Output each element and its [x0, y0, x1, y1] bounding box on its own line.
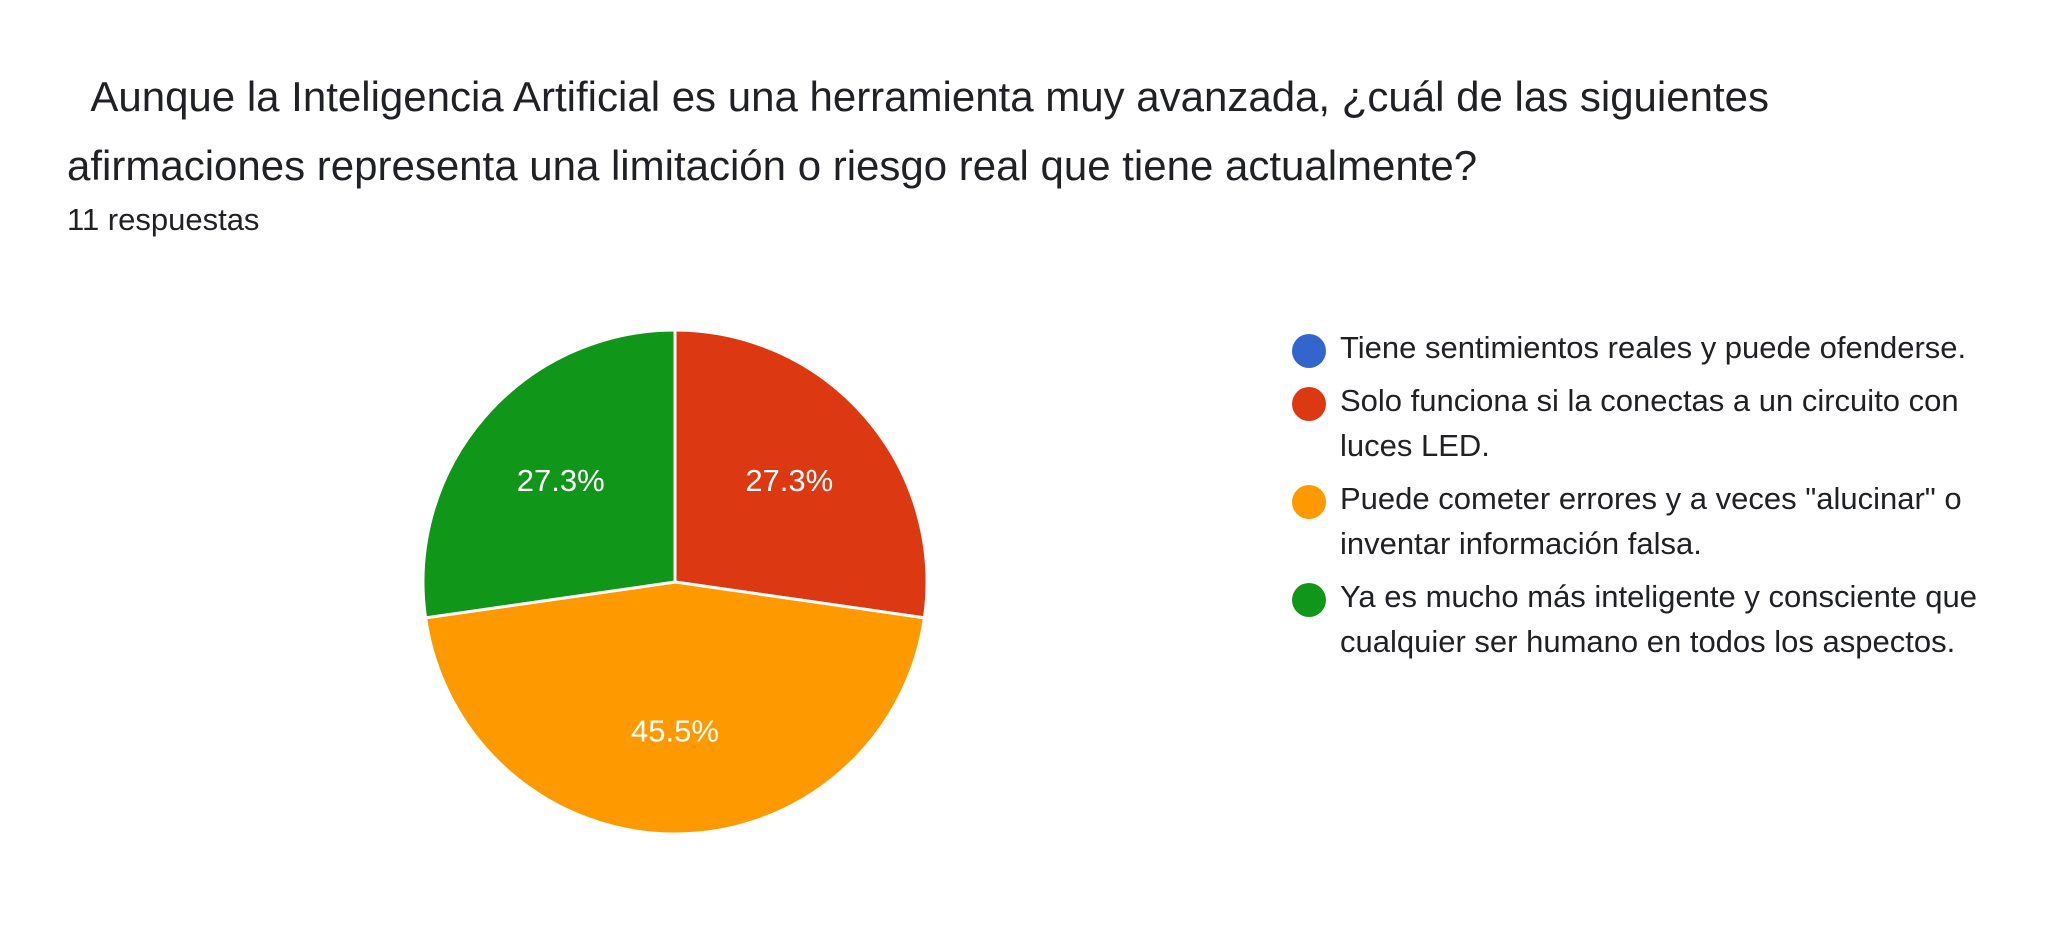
legend-label: Ya es mucho más inteligente y consciente… — [1340, 579, 1978, 659]
legend-dot-icon — [1292, 334, 1326, 368]
legend-dot-icon — [1292, 485, 1326, 519]
legend-label: Solo funciona si la conectas a un circui… — [1340, 383, 1959, 463]
question-title: Aunque la Inteligencia Artificial es una… — [67, 73, 1781, 189]
legend-item: Puede cometer errores y a veces "alucina… — [1292, 476, 2012, 566]
legend-item: Solo funciona si la conectas a un circui… — [1292, 378, 2012, 468]
legend: Tiene sentimientos reales y puede ofende… — [1292, 325, 2012, 672]
legend-item: Ya es mucho más inteligente y consciente… — [1292, 574, 2012, 664]
legend-dot-icon — [1292, 583, 1326, 617]
legend-item: Tiene sentimientos reales y puede ofende… — [1292, 325, 2012, 370]
slice-percent-label: 45.5% — [631, 713, 719, 748]
legend-label: Tiene sentimientos reales y puede ofende… — [1340, 330, 1967, 365]
pie-slice[interactable] — [421, 328, 677, 620]
legend-label: Puede cometer errores y a veces "alucina… — [1340, 481, 1962, 561]
response-count: 11 respuestas — [67, 202, 260, 237]
pie-slice[interactable] — [673, 328, 929, 620]
legend-dot-icon — [1292, 387, 1326, 421]
slice-percent-label: 27.3% — [517, 463, 605, 498]
slice-percent-label: 27.3% — [745, 463, 833, 498]
pie-slice[interactable] — [423, 580, 927, 836]
